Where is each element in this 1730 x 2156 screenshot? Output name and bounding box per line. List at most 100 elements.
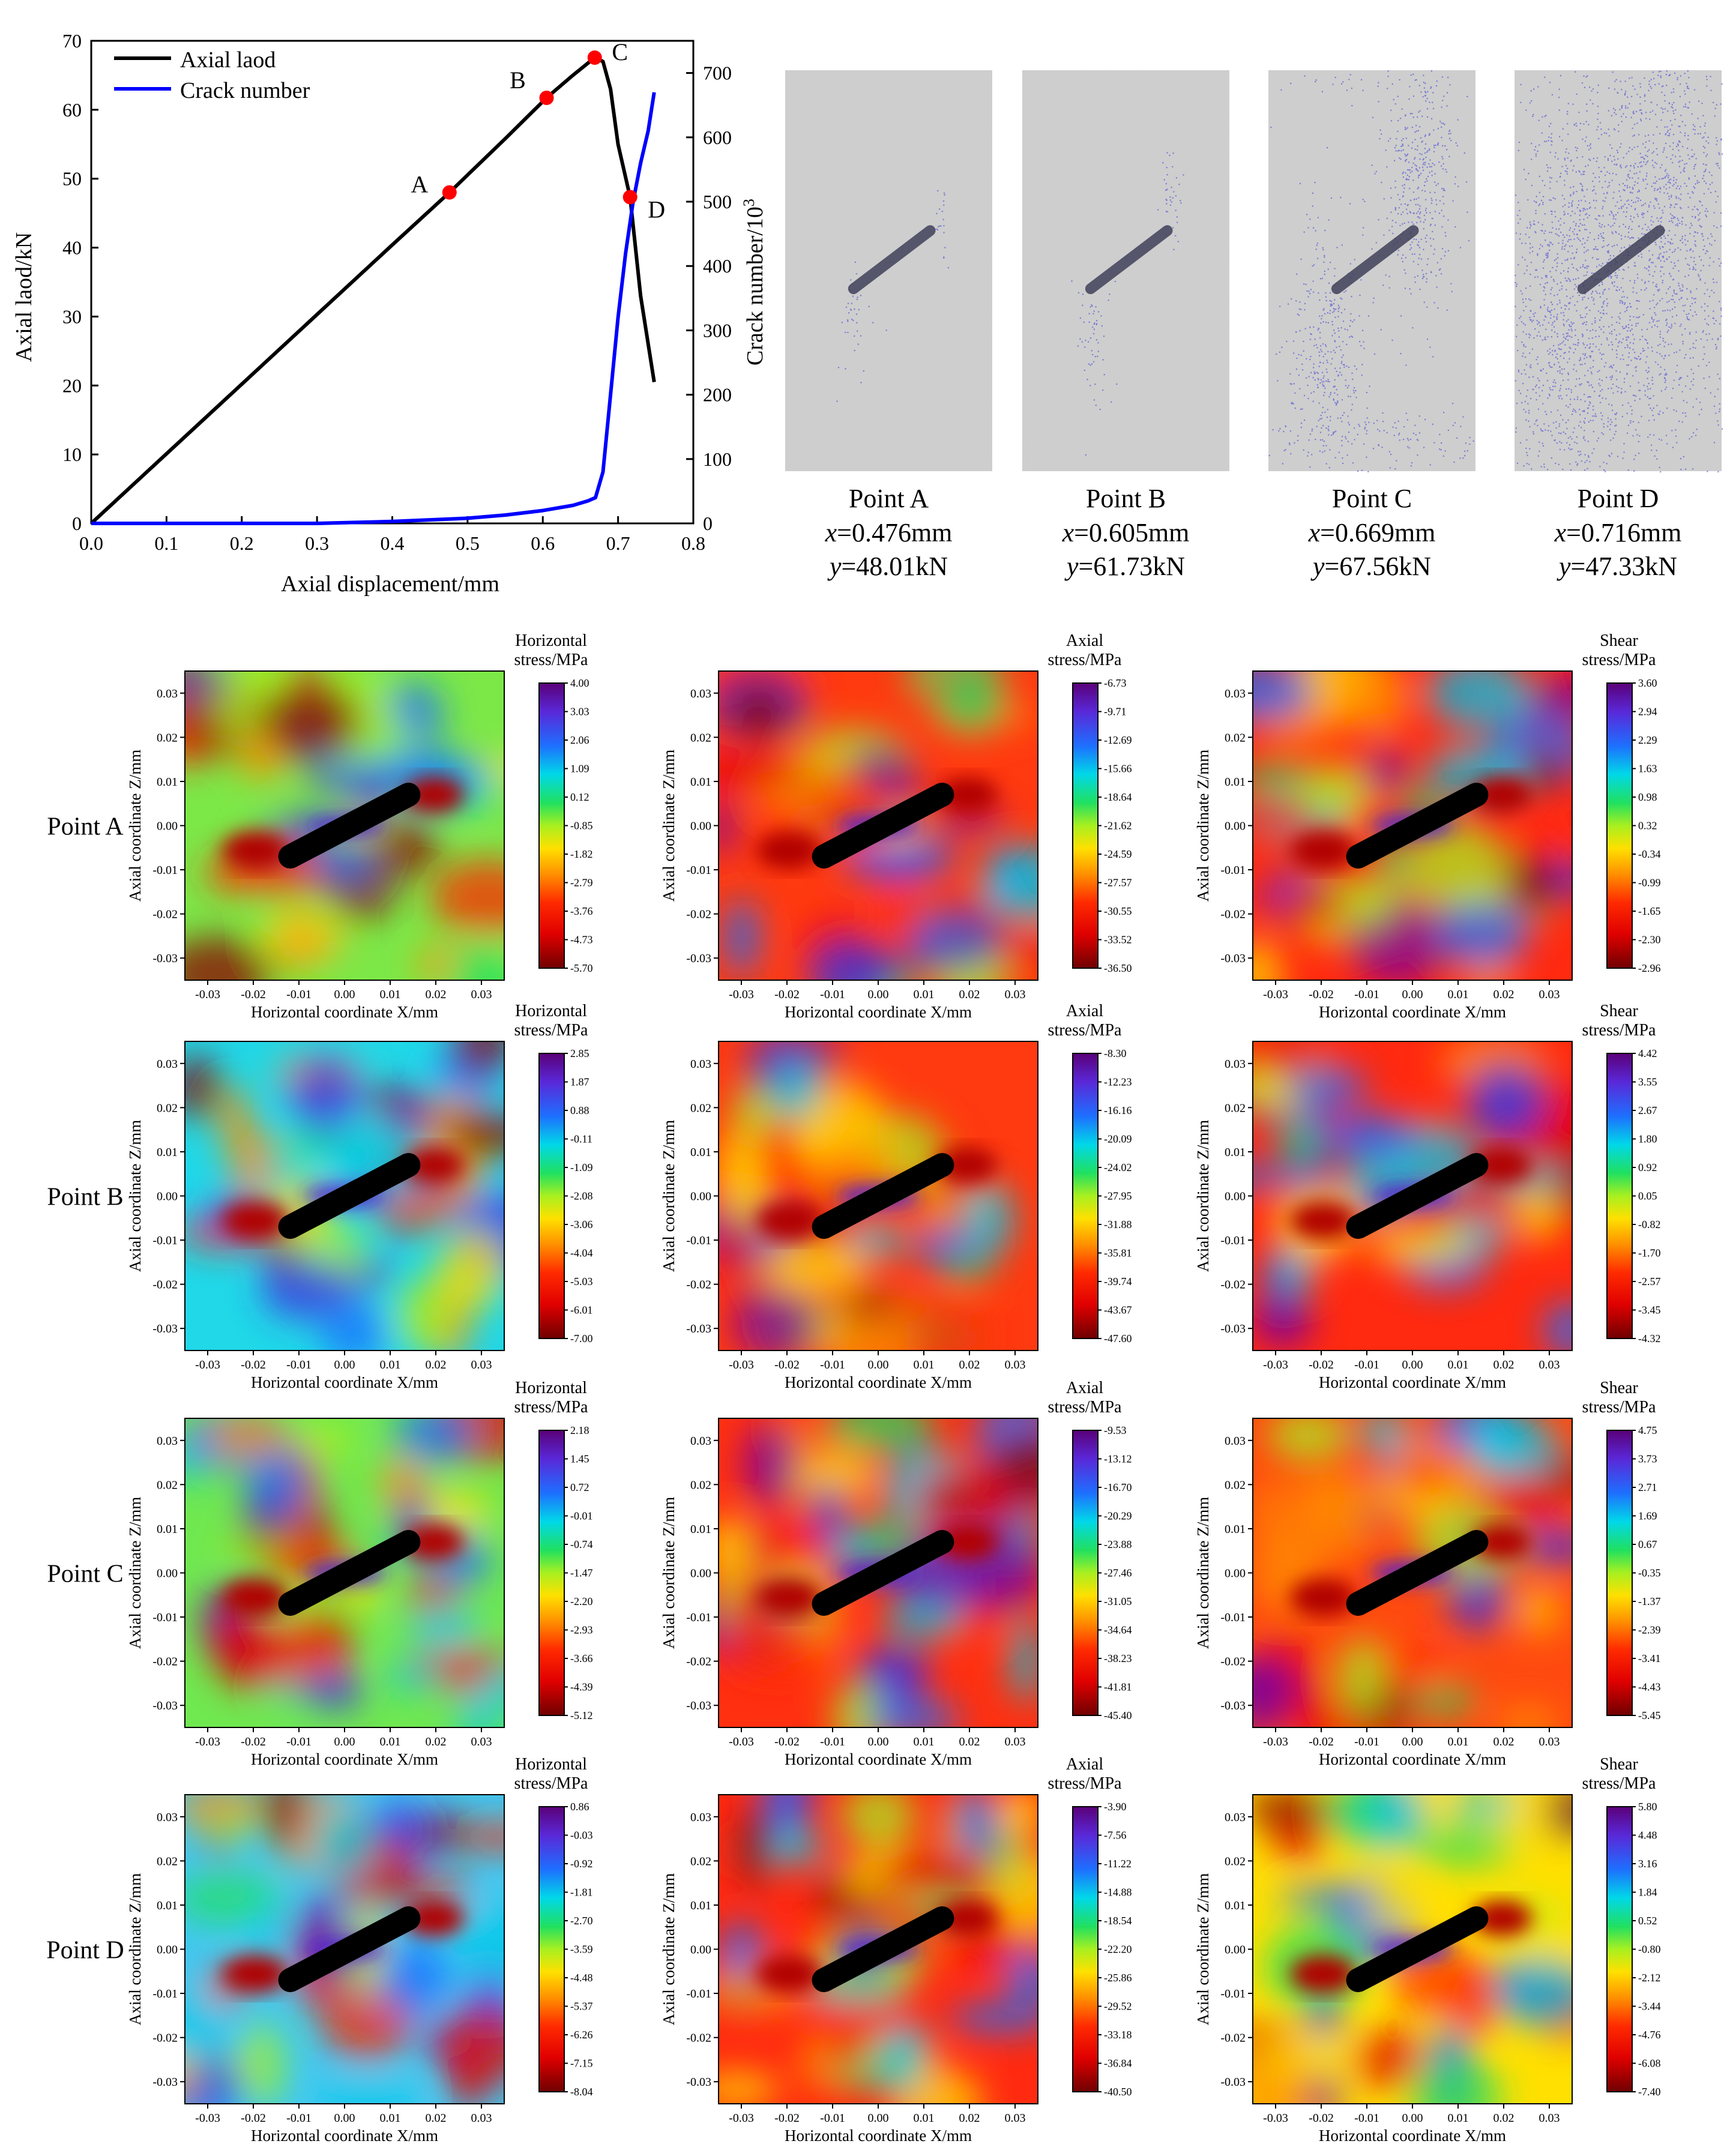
crack-dot: [1626, 339, 1627, 340]
colorbar-tick-label: 3.03: [570, 706, 589, 718]
crack-dot: [1523, 353, 1524, 354]
y-tick-label: -0.01: [152, 1987, 178, 2001]
crack-dot: [1564, 211, 1565, 212]
colorbar-tick-label: -29.52: [1104, 2001, 1132, 2013]
crack-dot: [1588, 149, 1590, 150]
crack-dot: [1172, 166, 1173, 167]
crack-dot: [1462, 457, 1463, 459]
crack-dot: [1585, 324, 1587, 325]
crack-dot: [1646, 288, 1647, 289]
crack-dot: [1635, 202, 1636, 203]
crack-dot: [1620, 164, 1621, 166]
crack-dot: [1345, 436, 1346, 438]
crack-dot: [1652, 165, 1653, 166]
crack-dot: [1721, 83, 1722, 85]
crack-dot: [1627, 187, 1628, 188]
crack-dot: [1336, 371, 1337, 372]
crack-dot: [1097, 342, 1099, 343]
crack-dot: [1451, 291, 1453, 292]
crack-dot: [1348, 415, 1349, 417]
crack-dot: [1628, 151, 1629, 152]
crack-dot: [1350, 313, 1351, 315]
colorbar-tick-label: 4.48: [1638, 1829, 1657, 1841]
y-tick-label: 0.01: [1225, 1523, 1246, 1536]
crack-dot: [1560, 372, 1561, 373]
crack-dot: [1641, 157, 1642, 158]
crack-dot: [1630, 330, 1631, 331]
crack-dot: [1576, 436, 1578, 438]
crack-dot: [1441, 188, 1442, 189]
crack-dot: [1680, 288, 1681, 289]
crack-dot: [1538, 409, 1539, 410]
crack-dot: [1594, 322, 1596, 323]
crack-dot: [1630, 280, 1631, 282]
crack-dot: [1366, 433, 1367, 435]
colorbar-title: Axial: [1066, 1379, 1103, 1397]
crack-dot: [1166, 167, 1168, 168]
crack-dot: [1631, 200, 1632, 201]
crack-dot: [1632, 435, 1633, 436]
crack-dot: [1550, 123, 1551, 124]
crack-dot: [1608, 259, 1609, 260]
crack-dot: [1569, 324, 1570, 325]
field-blob: [417, 1810, 465, 1854]
crack-dot: [1531, 262, 1532, 263]
crack-dot: [1536, 399, 1537, 400]
crack-dot: [1581, 174, 1582, 175]
crack-dot: [1639, 226, 1640, 227]
crack-dot: [1620, 146, 1621, 148]
crack-dot: [1647, 160, 1648, 161]
crack-dot: [1620, 166, 1621, 167]
crack-dot: [1558, 235, 1560, 236]
crack-dot: [1426, 235, 1427, 236]
crack-dot: [1712, 339, 1713, 340]
crack-dot: [1312, 205, 1313, 206]
crack-dot: [1574, 229, 1575, 230]
crack-dot: [1563, 358, 1564, 359]
crack-dot: [1680, 160, 1681, 161]
crack-dot: [1555, 386, 1556, 387]
colorbar-tick-label: -15.66: [1104, 763, 1132, 775]
crack-dot: [1527, 265, 1528, 266]
crack-dot: [1467, 450, 1468, 451]
crack-dot: [1679, 188, 1680, 189]
crack-dot: [1322, 407, 1324, 408]
crack-dot: [1667, 131, 1668, 133]
crack-dot: [1409, 447, 1410, 448]
field-blob: [1447, 1787, 1517, 1819]
crack-dot: [1675, 429, 1676, 430]
crack-dot: [1710, 184, 1711, 185]
crack-dot: [1341, 83, 1342, 85]
crack-dot: [1584, 363, 1585, 364]
crack-dot: [1576, 370, 1577, 372]
crack-dot: [1402, 196, 1403, 197]
crack-dot: [1558, 345, 1559, 346]
colorbar-tick-label: -2.39: [1638, 1624, 1661, 1636]
crack-dot: [1580, 223, 1581, 224]
crack-dot: [1521, 373, 1522, 375]
crack-dot: [1580, 315, 1581, 316]
crack-dot: [1329, 300, 1330, 301]
crack-dot: [1537, 425, 1538, 426]
crack-dot: [854, 350, 855, 351]
y-tick-label: 0.03: [1225, 1058, 1246, 1071]
crack-dot: [1609, 214, 1611, 215]
crack-dot: [1584, 358, 1585, 359]
crack-dot: [1071, 280, 1072, 282]
y-axis-label: Axial coordinate Z/mm: [126, 1873, 144, 2025]
crack-dot: [1599, 336, 1600, 337]
crack-dot: [1545, 213, 1546, 214]
crack-dot: [1567, 319, 1569, 321]
crack-dot: [1673, 279, 1674, 280]
crack-dot: [1629, 226, 1630, 227]
crack-dot: [1592, 351, 1593, 352]
crack-dot: [1579, 378, 1580, 379]
crack-dot: [1178, 184, 1180, 185]
crack-dot: [1705, 388, 1706, 389]
crack-dot: [1719, 301, 1720, 302]
crack-dot: [1654, 176, 1656, 178]
crack-dot: [1644, 95, 1645, 97]
crack-dot: [1358, 424, 1359, 425]
crack-dot: [1426, 282, 1427, 283]
colorbar-unit: stress/MPa: [1582, 651, 1656, 669]
